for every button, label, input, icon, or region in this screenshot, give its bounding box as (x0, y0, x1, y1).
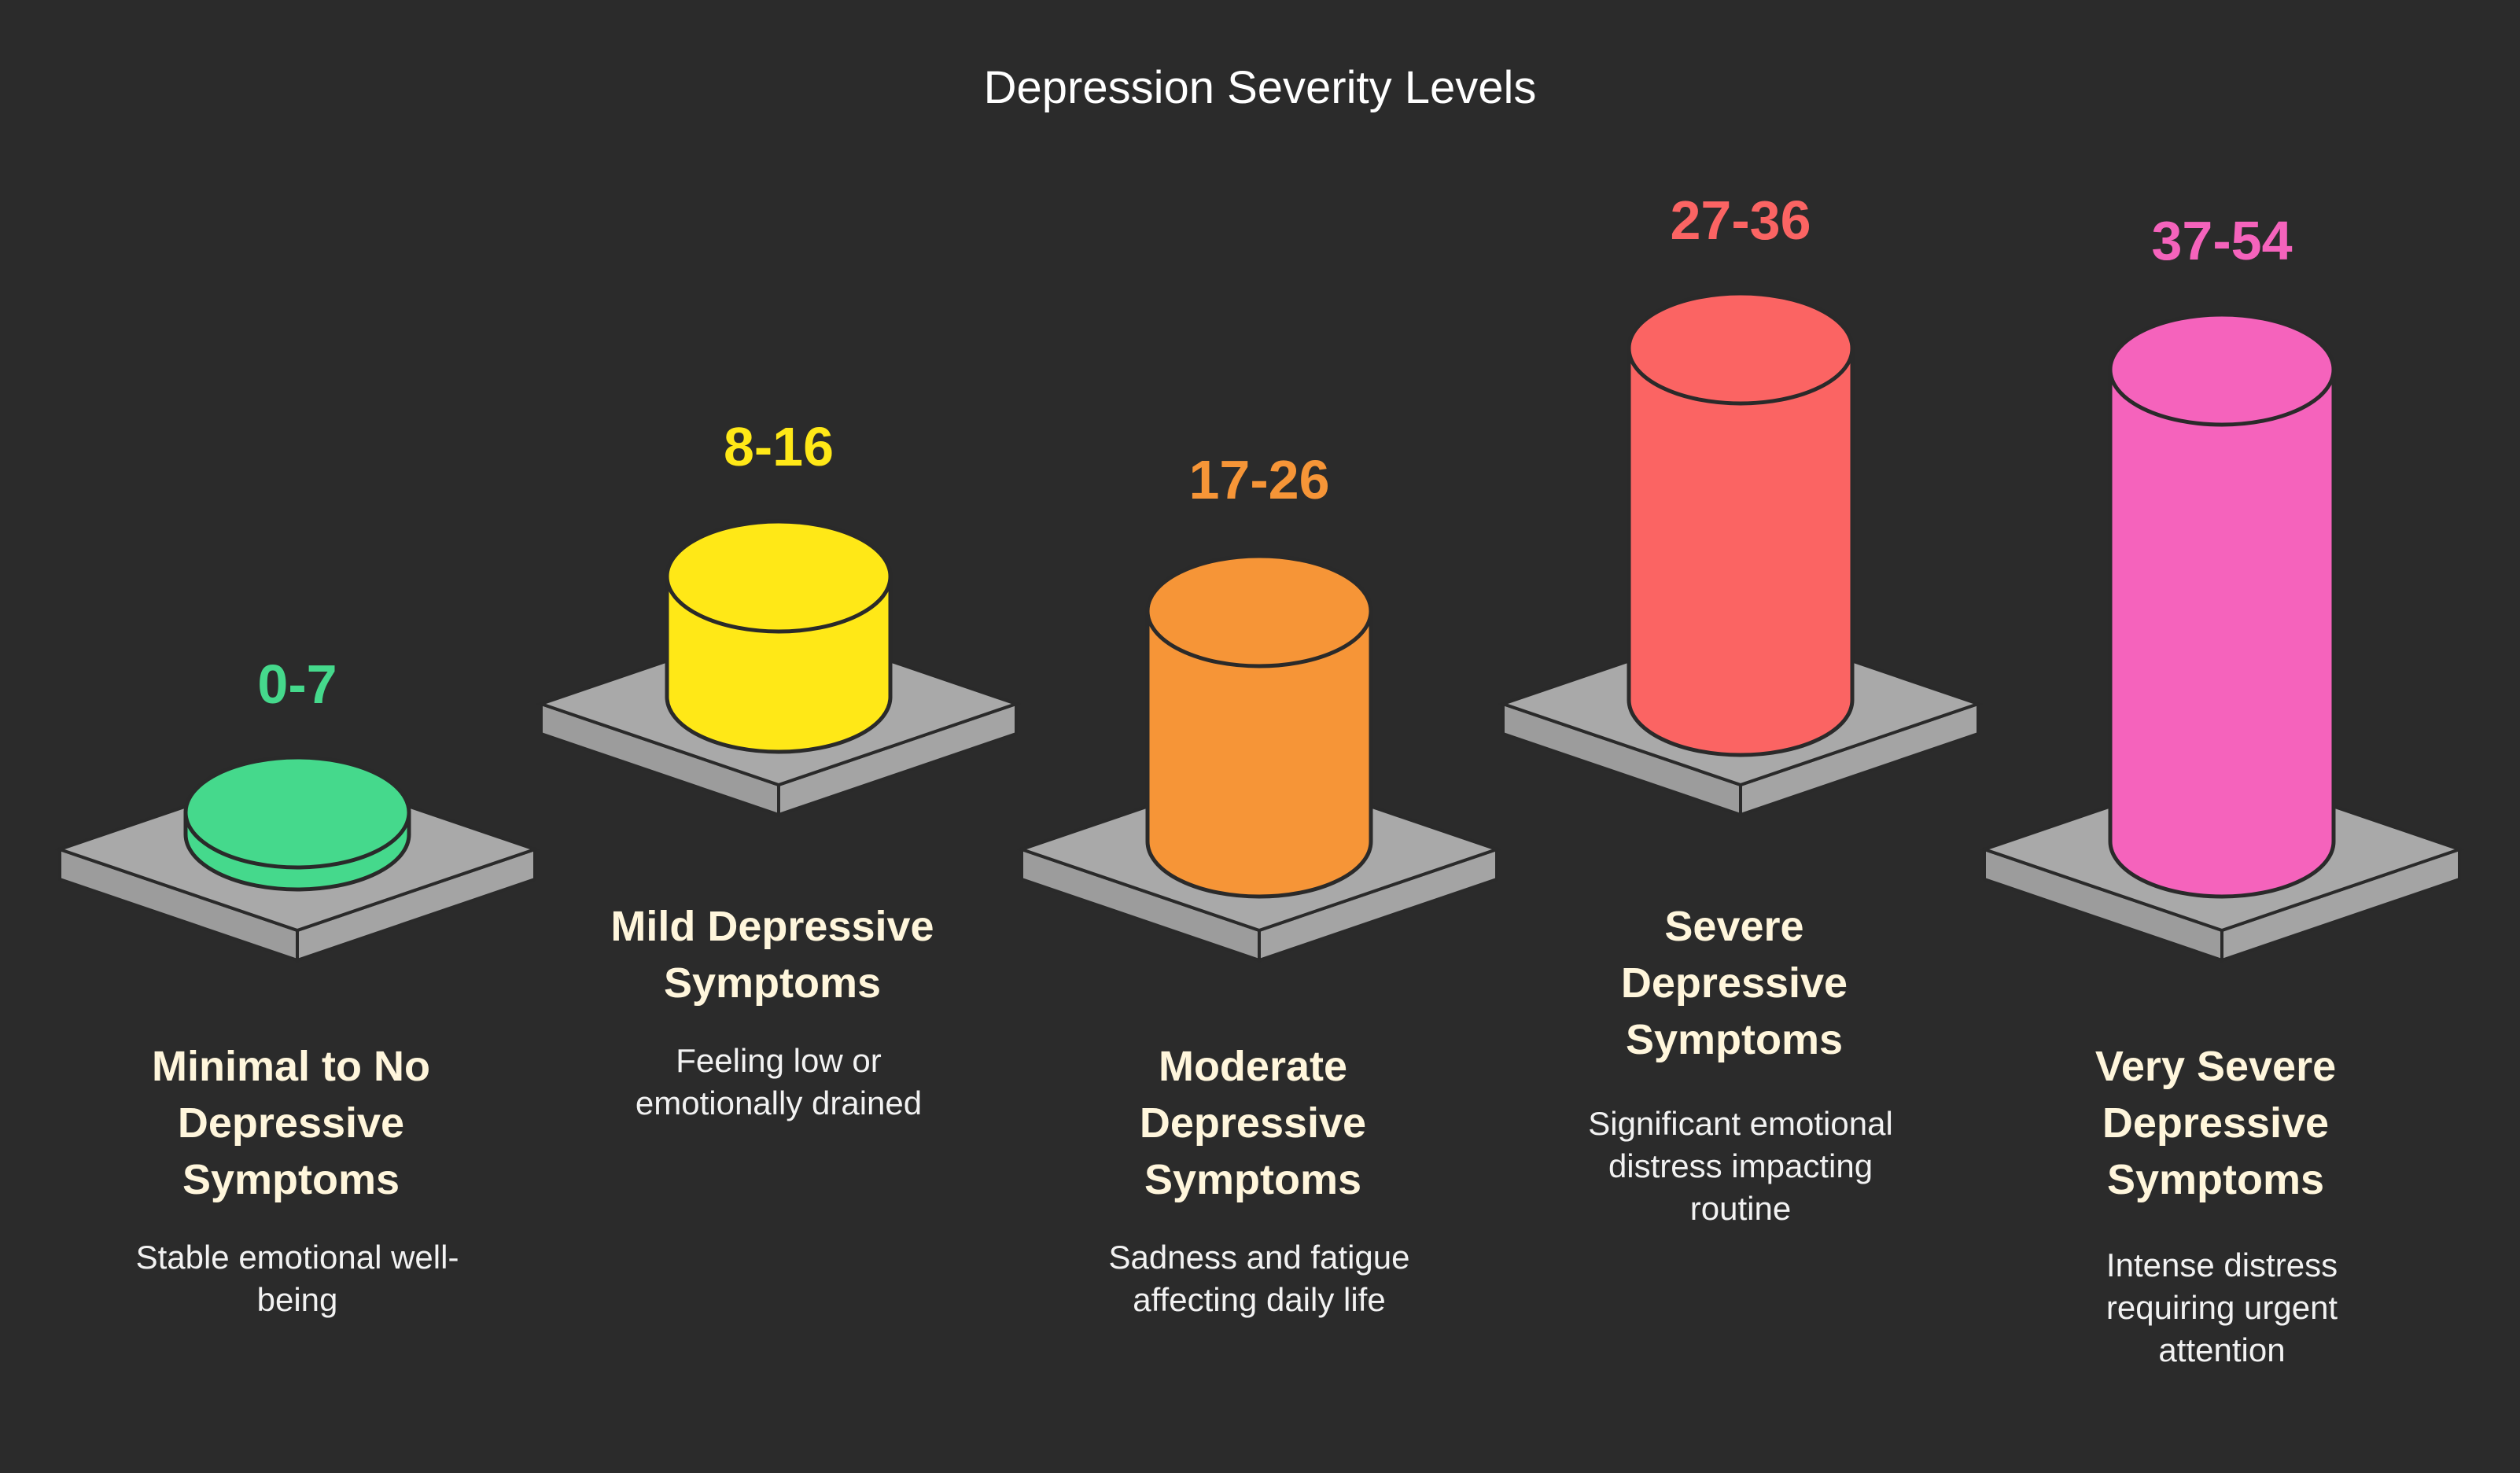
level-name-3-line-2: Depressive (1139, 1099, 1367, 1147)
level-name-2: Mild Depressive Symptoms (599, 898, 945, 1011)
level-description-3-line-1: Sadness and fatigue (1108, 1239, 1410, 1276)
cylinder-level-3-body (1145, 609, 1373, 899)
level-name-3-line-1: Moderate (1158, 1043, 1348, 1090)
pillar-level-2 (536, 519, 1022, 817)
level-description-5-line-2: requiring urgent (2106, 1289, 2338, 1326)
level-name-5: Very Severe Depressive Symptoms (2043, 1038, 2389, 1208)
level-description-3-line-2: affecting daily life (1133, 1281, 1386, 1318)
level-name-4-line-1: Severe (1664, 903, 1804, 950)
level-description-4-line-2: distress impacting (1608, 1147, 1873, 1184)
level-name-4-line-3: Symptoms (1625, 1016, 1844, 1063)
range-label-level-1: 0-7 (257, 654, 337, 715)
level-description-5-line-1: Intense distress (2106, 1247, 2338, 1283)
level-name-1-line-3: Symptoms (182, 1156, 400, 1203)
level-description-5-line-3: attention (2158, 1331, 2286, 1368)
level-name-1-line-1: Minimal to No (152, 1043, 430, 1090)
level-name-5-line-1: Very Severe (2094, 1043, 2337, 1090)
level-name-5-line-2: Depressive (2102, 1099, 2330, 1147)
range-label-level-4: 27-36 (1670, 190, 1811, 251)
level-name-4: Severe Depressive Symptoms (1561, 898, 1907, 1068)
range-label-level-3: 17-26 (1188, 449, 1330, 510)
cylinder-level-2-top (665, 519, 893, 634)
level-name-1-line-2: Depressive (177, 1099, 405, 1147)
level-description-2-line-1: Feeling low or (676, 1042, 882, 1079)
cylinder-level-5-top (2108, 312, 2336, 427)
level-description-1-line-1: Stable emotional well- (135, 1239, 459, 1276)
diagram-title: Depression Severity Levels (983, 62, 1537, 113)
level-description-3: Sadness and fatigue affecting daily life (1078, 1236, 1440, 1321)
pillar-level-3 (1016, 554, 1502, 963)
level-name-1: Minimal to No Depressive Symptoms (118, 1038, 464, 1208)
level-description-2-line-2: emotionally drained (635, 1084, 923, 1121)
level-name-2-line-1: Mild Depressive (610, 903, 934, 950)
range-label-level-5: 37-54 (2151, 210, 2293, 271)
level-description-4: Significant emotional distress impacting… (1560, 1103, 1921, 1230)
cylinder-level-1-top (183, 755, 411, 870)
cylinder-level-5-body (2108, 367, 2336, 899)
level-description-1-line-2: being (256, 1281, 338, 1318)
level-description-5: Intense distress requiring urgent attent… (2041, 1244, 2403, 1372)
pillar-level-1 (54, 755, 540, 963)
level-name-2-line-2: Symptoms (663, 959, 882, 1007)
range-label-level-2: 8-16 (723, 416, 834, 477)
level-name-3: Moderate Depressive Symptoms (1080, 1038, 1426, 1208)
level-description-4-line-3: routine (1689, 1190, 1792, 1227)
cylinder-level-3-top (1145, 554, 1373, 668)
level-description-1: Stable emotional well- being (116, 1236, 478, 1321)
cylinder-level-4-top (1627, 291, 1855, 406)
level-name-3-line-3: Symptoms (1144, 1156, 1362, 1203)
level-name-4-line-2: Depressive (1620, 959, 1848, 1007)
pillar-level-5 (1979, 312, 2465, 963)
level-description-2: Feeling low or emotionally drained (598, 1040, 960, 1125)
level-description-4-line-1: Significant emotional (1588, 1105, 1893, 1142)
pillar-level-4 (1498, 291, 1984, 817)
level-name-5-line-3: Symptoms (2106, 1156, 2325, 1203)
cylinder-level-4-body (1627, 346, 1855, 757)
